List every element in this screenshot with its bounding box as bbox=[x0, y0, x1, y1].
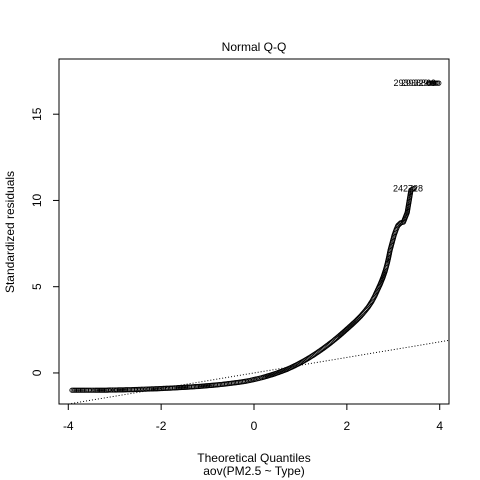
data-points bbox=[69, 80, 442, 393]
reference-line bbox=[68, 339, 450, 405]
x-tick-label: 4 bbox=[436, 419, 443, 433]
chart-title: Normal Q-Q bbox=[221, 40, 287, 54]
data-point bbox=[436, 80, 442, 86]
y-tick-label: 15 bbox=[30, 107, 44, 121]
y-axis-label: Standardized residuals bbox=[3, 170, 17, 294]
chart-subtitle: aov(PM2.5 ~ Type) bbox=[203, 464, 305, 478]
y-tick-label: 10 bbox=[30, 193, 44, 207]
data-point bbox=[434, 80, 440, 86]
x-tick-label: -2 bbox=[156, 419, 167, 433]
data-point bbox=[106, 387, 112, 393]
data-point bbox=[108, 387, 114, 393]
x-tick-label: -4 bbox=[63, 419, 74, 433]
data-point bbox=[411, 185, 417, 191]
x-axis-label: Theoretical Quantiles bbox=[197, 451, 311, 465]
point-label: 242728 bbox=[393, 183, 423, 193]
plot-frame bbox=[58, 58, 450, 405]
point-label: 2939329 bbox=[394, 78, 429, 88]
x-tick-label: 2 bbox=[344, 419, 351, 433]
y-tick-label: 5 bbox=[30, 283, 44, 290]
y-tick-label: 0 bbox=[30, 369, 44, 376]
point-label: 2938869 bbox=[401, 78, 436, 88]
axes: -4 -2 0 2 4 0 5 10 15 bbox=[30, 107, 443, 433]
x-tick-label: 0 bbox=[251, 419, 258, 433]
data-point bbox=[433, 80, 439, 86]
